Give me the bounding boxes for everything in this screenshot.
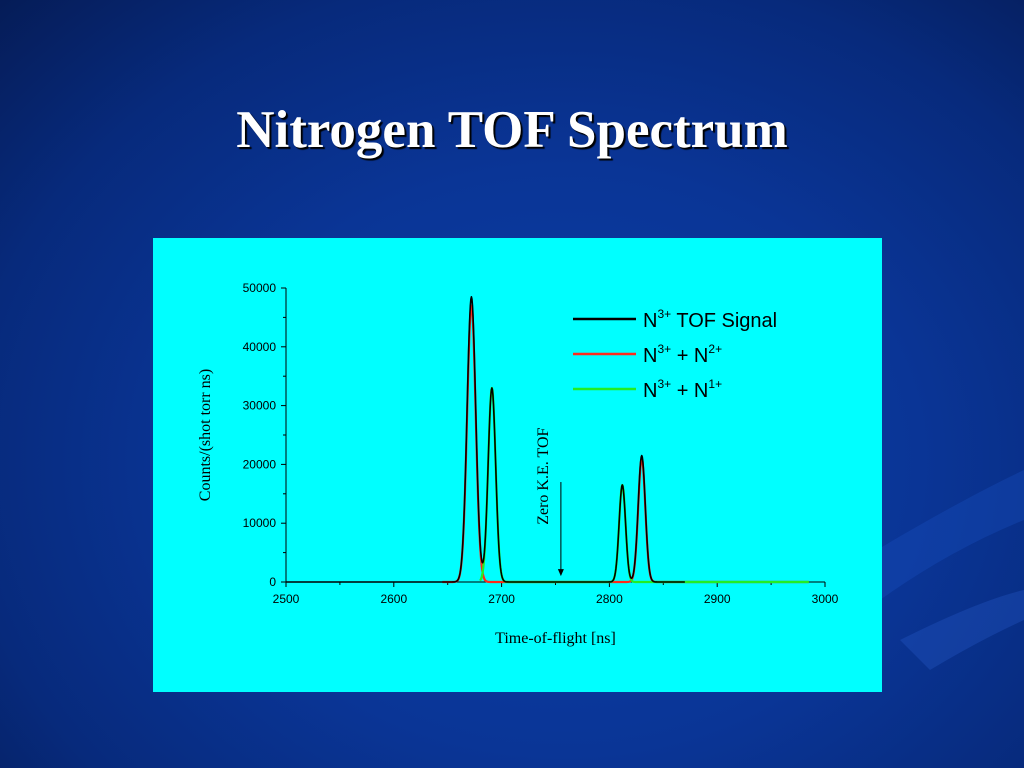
- plot-background: [153, 238, 882, 692]
- y-tick-label: 20000: [243, 457, 277, 471]
- x-axis-title: Time-of-flight [ns]: [495, 630, 616, 647]
- x-tick-label: 2800: [596, 592, 623, 606]
- series-layer: [285, 296, 810, 584]
- y-tick-label: 10000: [243, 516, 277, 530]
- x-tick-label: 2500: [273, 592, 300, 606]
- annotation-arrow-head: [557, 569, 564, 577]
- chart-panel: 2500 2600 2700 2800 2900 3000 0 10000 20000 30000…: [153, 238, 882, 692]
- tick-labels: 2500 2600 2700 2800 2900 30000100002000030000…: [243, 281, 839, 606]
- y-axis-title: Counts/(shot torr ns): [197, 369, 214, 501]
- x-tick-label: 2700: [488, 592, 515, 606]
- legend-entry-label: N3+ + N1+: [643, 377, 722, 402]
- legend-entry-label: N3+ + N2+: [643, 342, 722, 367]
- tof-spectrum-chart: 2500 2600 2700 2800 2900 30000100002000030000…: [153, 238, 882, 692]
- y-tick-label: 50000: [243, 281, 277, 295]
- y-tick-label: 30000: [243, 399, 277, 413]
- x-tick-label: 2600: [380, 592, 407, 606]
- series-line-tof-signal: [285, 296, 686, 583]
- zero-ke-annotation: Zero K.E. TOF: [535, 427, 564, 577]
- annotation-label: Zero K.E. TOF: [535, 427, 552, 524]
- y-tick-label: 0: [269, 575, 276, 589]
- slide-title: Nitrogen TOF Spectrum: [236, 101, 788, 159]
- x-tick-label: 2900: [704, 592, 731, 606]
- x-tick-label: 3000: [812, 592, 839, 606]
- legend: N3+ TOF Signal N3+ + N2+ N3+ + N1+: [573, 307, 777, 402]
- legend-entry-label: N3+ TOF Signal: [643, 307, 777, 332]
- y-tick-label: 40000: [243, 340, 277, 354]
